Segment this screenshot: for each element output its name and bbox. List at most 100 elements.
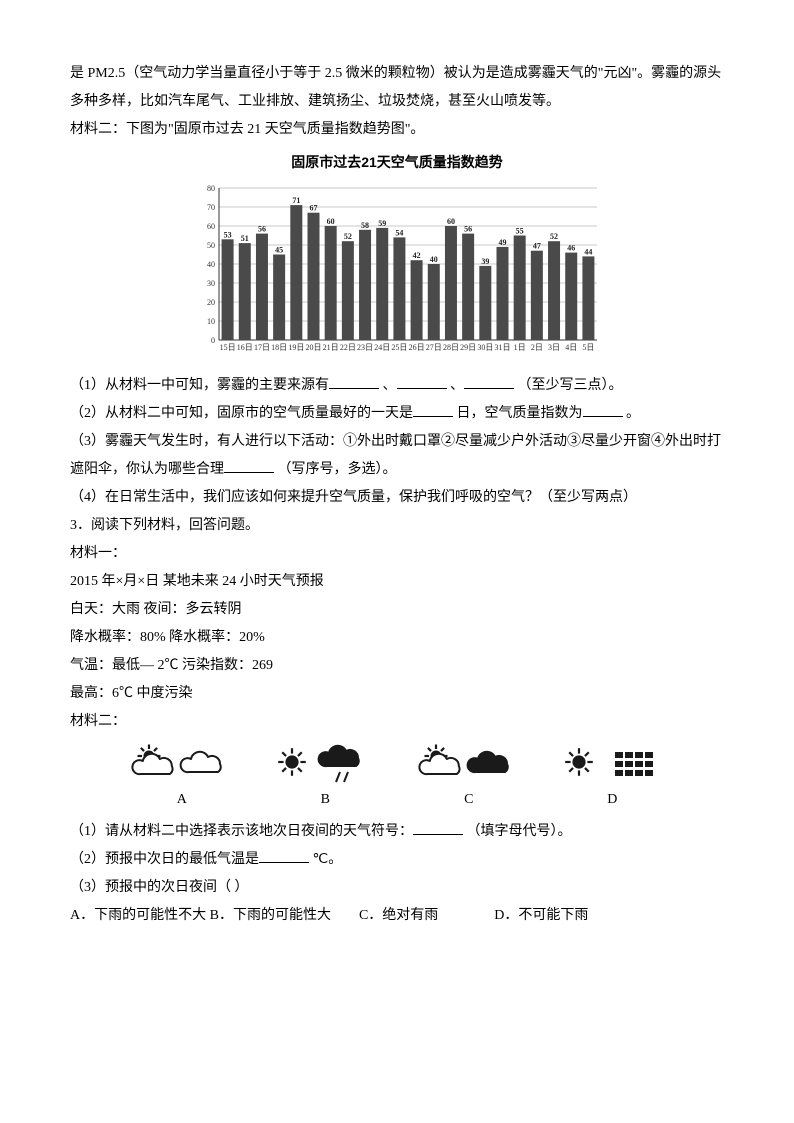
- svg-text:60: 60: [327, 217, 335, 226]
- aqi-bar-chart: 0 10 20 30 40 50 60 70 80 53 15日 51 16日 56 17日 45 18日 71 1…: [187, 178, 607, 368]
- svg-text:0: 0: [211, 336, 215, 345]
- svg-text:31日: 31日: [495, 343, 511, 352]
- q2-2-text-b: ℃。: [313, 852, 343, 867]
- svg-text:71: 71: [292, 196, 300, 205]
- svg-text:1日: 1日: [514, 343, 526, 352]
- svg-text:26日: 26日: [409, 343, 425, 352]
- material2-label: 材料二：: [70, 708, 724, 736]
- chart-title: 固原市过去21天空气质量指数趋势: [70, 148, 724, 176]
- question2-2: （2）预报中次日的最低气温是 ℃。: [70, 846, 724, 874]
- svg-text:55: 55: [516, 227, 524, 236]
- blank-3[interactable]: [224, 458, 274, 473]
- svg-text:60: 60: [207, 222, 215, 231]
- material1-line5: 最高：6℃ 中度污染: [70, 680, 724, 708]
- material1-line3: 降水概率：80% 降水概率：20%: [70, 624, 724, 652]
- svg-text:53: 53: [224, 230, 232, 239]
- svg-text:50: 50: [207, 241, 215, 250]
- question2-options: A．下雨的可能性不大 B．下雨的可能性大 C．绝对有雨 D．不可能下雨: [70, 902, 724, 930]
- q2-text-b: 日，空气质量指数为: [457, 406, 583, 421]
- svg-text:10: 10: [207, 317, 215, 326]
- svg-text:40: 40: [207, 260, 215, 269]
- blank-q2-1[interactable]: [413, 820, 463, 835]
- svg-text:40: 40: [430, 255, 438, 264]
- svg-text:21日: 21日: [323, 343, 339, 352]
- paragraph-2: 材料二：下图为"固原市过去 21 天空气质量指数趋势图"。: [70, 116, 724, 144]
- svg-text:25日: 25日: [391, 343, 407, 352]
- q2-text-c: 。: [626, 406, 640, 421]
- svg-text:28日: 28日: [443, 343, 459, 352]
- svg-text:23日: 23日: [357, 343, 373, 352]
- svg-text:56: 56: [464, 225, 472, 234]
- blank-q2-2[interactable]: [259, 848, 309, 863]
- symbol-d: D: [557, 742, 667, 814]
- svg-text:67: 67: [310, 204, 318, 213]
- svg-text:2日: 2日: [531, 343, 543, 352]
- svg-text:5日: 5日: [582, 343, 594, 352]
- svg-text:30: 30: [207, 279, 215, 288]
- q2-1-text-a: （1）请从材料二中选择表示该地次日夜间的天气符号：: [70, 824, 413, 839]
- svg-text:18日: 18日: [271, 343, 287, 352]
- question-4: （4）在日常生活中，我们应该如何来提升空气质量，保护我们呼吸的空气？（至少写两点…: [70, 484, 724, 512]
- material1-line2: 白天：大雨 夜间：多云转阴: [70, 596, 724, 624]
- svg-text:3日: 3日: [548, 343, 560, 352]
- symbol-a: A: [127, 742, 237, 814]
- q2-2-text-a: （2）预报中次日的最低气温是: [70, 852, 259, 867]
- symbol-c: C: [414, 742, 524, 814]
- q2-1-text-b: （填字母代号）。: [467, 824, 572, 839]
- q1-text-a: （1）从材料一中可知，雾霾的主要来源有: [70, 378, 329, 393]
- svg-text:47: 47: [533, 242, 541, 251]
- section3-heading: 3．阅读下列材料，回答问题。: [70, 512, 724, 540]
- svg-text:4日: 4日: [565, 343, 577, 352]
- q2-text-a: （2）从材料二中可知，固原市的空气质量最好的一天是: [70, 406, 413, 421]
- weather-symbols-row: A B C D: [110, 742, 684, 814]
- svg-text:17日: 17日: [254, 343, 270, 352]
- paragraph-1: 是 PM2.5（空气动力学当量直径小于等于 2.5 微米的颗粒物）被认为是造成雾…: [70, 60, 724, 116]
- svg-text:60: 60: [447, 217, 455, 226]
- material1-label: 材料一：: [70, 540, 724, 568]
- svg-text:24日: 24日: [374, 343, 390, 352]
- svg-text:52: 52: [344, 232, 352, 241]
- svg-text:15日: 15日: [220, 343, 236, 352]
- svg-text:59: 59: [378, 219, 386, 228]
- svg-text:19日: 19日: [288, 343, 304, 352]
- svg-text:49: 49: [499, 238, 507, 247]
- q3-text-b: （写序号，多选）。: [278, 462, 397, 477]
- material1-line1: 2015 年×月×日 某地未来 24 小时天气预报: [70, 568, 724, 596]
- svg-text:20: 20: [207, 298, 215, 307]
- q1-text-c: 、: [450, 378, 464, 393]
- symbol-a-label: A: [127, 786, 237, 814]
- svg-text:58: 58: [361, 221, 369, 230]
- q1-text-d: （至少写三点）。: [518, 378, 623, 393]
- svg-text:51: 51: [241, 234, 249, 243]
- svg-text:20日: 20日: [306, 343, 322, 352]
- symbol-b: B: [270, 742, 380, 814]
- question-3: （3）雾霾天气发生时，有人进行以下活动：①外出时戴口罩②尽量减少户外活动③尽量少…: [70, 428, 724, 484]
- symbol-d-label: D: [557, 786, 667, 814]
- svg-text:42: 42: [413, 251, 421, 260]
- question2-1: （1）请从材料二中选择表示该地次日夜间的天气符号： （填字母代号）。: [70, 818, 724, 846]
- svg-text:46: 46: [567, 244, 575, 253]
- svg-text:16日: 16日: [237, 343, 253, 352]
- question-1: （1）从材料一中可知，雾霾的主要来源有 、 、 （至少写三点）。: [70, 372, 724, 400]
- svg-text:70: 70: [207, 203, 215, 212]
- svg-text:27日: 27日: [426, 343, 442, 352]
- svg-text:44: 44: [584, 247, 592, 256]
- blank-2a[interactable]: [413, 402, 453, 417]
- question-2: （2）从材料二中可知，固原市的空气质量最好的一天是 日，空气质量指数为 。: [70, 400, 724, 428]
- svg-text:56: 56: [258, 225, 266, 234]
- blank-2b[interactable]: [583, 402, 623, 417]
- blank-1a[interactable]: [329, 374, 379, 389]
- blank-1c[interactable]: [464, 374, 514, 389]
- svg-text:45: 45: [275, 246, 283, 255]
- svg-text:29日: 29日: [460, 343, 476, 352]
- blank-1b[interactable]: [397, 374, 447, 389]
- question2-3: （3）预报中的次日夜间（ ）: [70, 874, 724, 902]
- svg-text:22日: 22日: [340, 343, 356, 352]
- svg-text:54: 54: [395, 228, 403, 237]
- svg-text:39: 39: [481, 257, 489, 266]
- svg-text:30日: 30日: [477, 343, 493, 352]
- material1-line4: 气温：最低— 2℃ 污染指数：269: [70, 652, 724, 680]
- svg-text:80: 80: [207, 184, 215, 193]
- symbol-b-label: B: [270, 786, 380, 814]
- svg-text:52: 52: [550, 232, 558, 241]
